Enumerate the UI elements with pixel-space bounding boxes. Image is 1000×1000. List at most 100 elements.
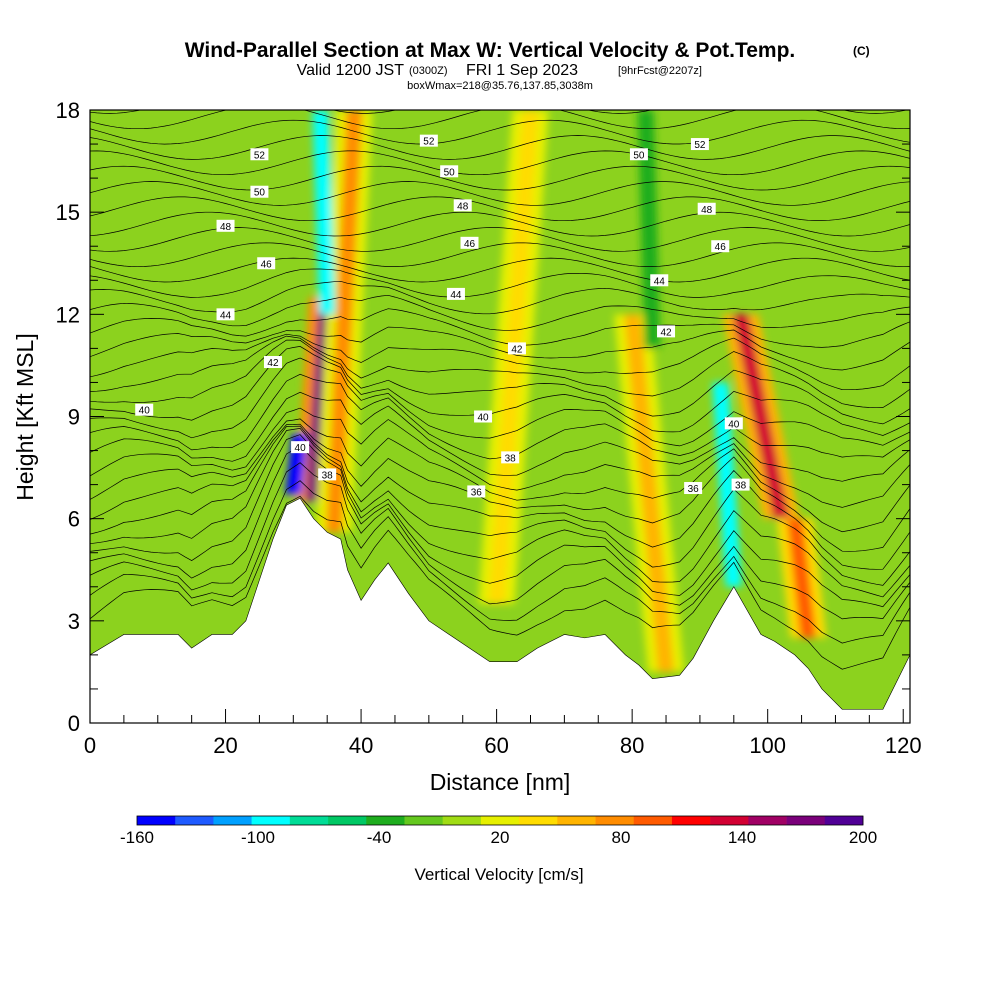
isentrope-label-12: 46 (460, 236, 479, 250)
isentrope-label-25: 36 (684, 482, 703, 495)
isentrope-line-3 (90, 445, 910, 608)
y-tick-label-2: 6 (68, 507, 80, 532)
colorbar-swatch-17 (786, 816, 826, 825)
x-axis: 0 20 40 60 80 100 120 (84, 709, 922, 758)
colorbar-swatch-13 (633, 816, 673, 825)
svg-text:44: 44 (654, 276, 666, 287)
svg-text:42: 42 (660, 327, 672, 338)
svg-text:50: 50 (254, 188, 266, 199)
svg-text:48: 48 (457, 201, 469, 212)
svg-text:44: 44 (450, 290, 462, 301)
isentrope-line-8 (90, 418, 910, 533)
isentropes (90, 110, 910, 670)
isentrope-label-2: 48 (216, 219, 235, 233)
x-tick-label-5: 100 (749, 733, 786, 758)
updraft-band-5 (786, 518, 817, 638)
colorbar-swatch-3 (251, 816, 291, 825)
downdraft-band-3 (637, 110, 661, 349)
y-tick-label-0: 0 (68, 711, 80, 736)
isentrope-label-16: 38 (501, 451, 520, 464)
valid-date: FRI 1 Sep 2023 (466, 62, 578, 79)
isentrope-line-9 (90, 407, 910, 508)
box-info: boxWmax=218@35.76,137.85,3038m (407, 80, 593, 92)
valid-zulu: (0300Z) (409, 65, 448, 77)
colorbar-swatch-5 (328, 816, 367, 825)
y-tick-label-6: 18 (56, 98, 80, 123)
y-tick-label-3: 9 (68, 405, 80, 430)
svg-text:50: 50 (444, 167, 456, 178)
svg-text:50: 50 (633, 150, 645, 161)
x-axis-label: Distance [nm] (430, 769, 571, 795)
updraft-band-1 (325, 110, 363, 533)
svg-text:42: 42 (511, 344, 523, 355)
colorbar-swatch-4 (289, 816, 329, 825)
updraft-band-2 (488, 110, 539, 604)
isentrope-line-22 (90, 257, 910, 283)
colorbar-swatch-6 (366, 816, 405, 825)
colorbar-tick-label-4: 80 (612, 828, 631, 847)
isentrope-label-17: 36 (467, 485, 486, 498)
svg-text:38: 38 (505, 453, 517, 464)
colorbar-tick-label-5: 140 (728, 828, 756, 847)
colorbar-swatch-7 (404, 816, 443, 825)
isentrope-line-26 (90, 196, 910, 222)
isentrope-line-30 (90, 135, 910, 160)
colorbar-swatch-16 (748, 816, 787, 825)
isentrope-label-8: 38 (318, 468, 337, 481)
isentrope-label-13: 44 (446, 287, 465, 301)
isentrope-line-19 (90, 294, 910, 331)
isentrope-line-18 (90, 308, 910, 348)
colorbar-swatch-1 (175, 816, 214, 825)
colorbar (136, 815, 864, 826)
svg-text:46: 46 (261, 259, 273, 270)
isentrope-line-13 (90, 346, 910, 436)
colorbar-tick-label-1: -100 (241, 828, 275, 847)
downdraft-band-2 (712, 382, 742, 587)
isentrope-line-27 (90, 181, 910, 206)
isentrope-label-10: 50 (440, 165, 459, 178)
isentrope-label-5: 42 (263, 356, 282, 369)
x-tick-label-1: 20 (213, 733, 237, 758)
isentrope-line-10 (90, 391, 910, 482)
x-tick-label-2: 40 (349, 733, 373, 758)
copyright-mark: (C) (853, 44, 870, 58)
colorbar-swatch-11 (557, 816, 596, 825)
isentrope-label-20: 48 (697, 202, 716, 216)
isentrope-label-11: 48 (453, 199, 472, 212)
colorbar-swatch-8 (442, 816, 482, 825)
isentrope-label-7: 40 (291, 441, 310, 454)
colorbar-swatch-18 (824, 816, 864, 825)
x-tick-label-3: 60 (484, 733, 508, 758)
svg-text:46: 46 (715, 242, 727, 253)
svg-text:36: 36 (688, 484, 700, 495)
x-tick-label-0: 0 (84, 733, 96, 758)
colorbar-ticks: -160 -100 -40 20 80 140 200 (120, 828, 877, 847)
isentrope-line-15 (90, 335, 910, 409)
isentrope-line-1 (90, 480, 910, 644)
svg-text:52: 52 (423, 137, 435, 148)
isentrope-label-14: 42 (507, 342, 526, 355)
y-tick-label-4: 12 (56, 302, 80, 327)
isentrope-label-19: 52 (690, 138, 709, 151)
isentrope-label-24: 40 (724, 417, 743, 430)
isentrope-label-21: 46 (711, 240, 730, 253)
colorbar-swatch-9 (480, 816, 520, 825)
isentrope-line-21 (90, 268, 910, 298)
x-tick-label-6: 120 (885, 733, 922, 758)
svg-text:40: 40 (295, 443, 307, 454)
forecast-info: [9hrFcst@2207z] (618, 65, 702, 77)
y-tick-label-1: 3 (68, 609, 80, 634)
isentrope-line-11 (90, 373, 910, 460)
terrain (90, 497, 910, 723)
isentrope-line-2 (90, 462, 910, 620)
colorbar-tick-label-0: -160 (120, 828, 154, 847)
colorbar-swatch-0 (137, 816, 176, 825)
colorbar-swatch-2 (213, 816, 252, 825)
svg-text:48: 48 (701, 205, 713, 216)
isentrope-line-4 (90, 434, 910, 598)
svg-text:38: 38 (735, 481, 747, 492)
colorbar-label: Vertical Velocity [cm/s] (414, 865, 583, 884)
updraft-band-4 (732, 314, 790, 519)
svg-text:44: 44 (220, 310, 232, 321)
isentrope-label-3: 46 (257, 257, 276, 270)
